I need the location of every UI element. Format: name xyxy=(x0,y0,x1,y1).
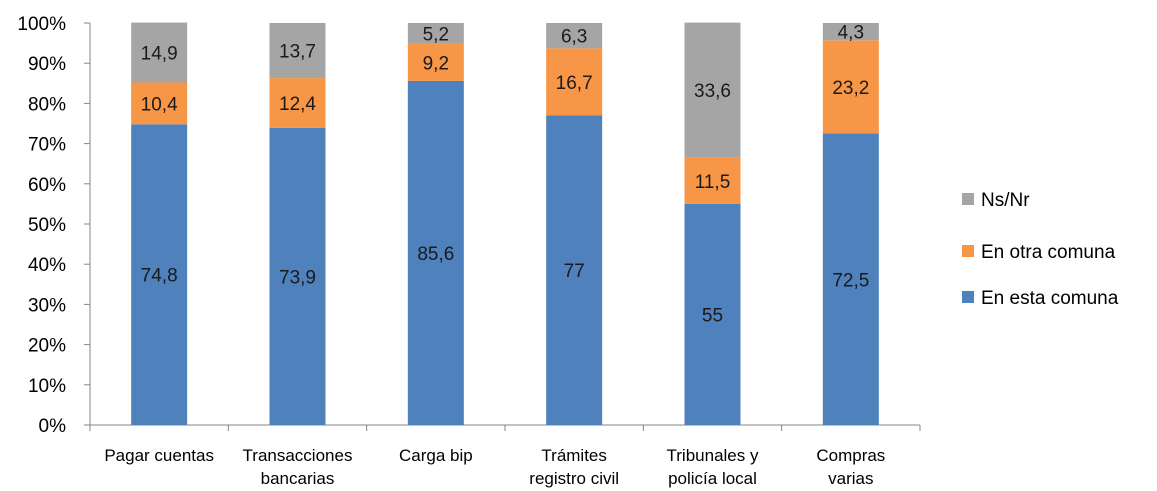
data-label: 4,3 xyxy=(838,23,864,44)
data-label: 85,6 xyxy=(417,244,454,265)
y-tick-label: 90% xyxy=(28,54,66,75)
bar-segment xyxy=(269,78,326,128)
x-category-label: Transacciones bancarias xyxy=(243,446,353,488)
bar-segment xyxy=(407,43,464,81)
y-tick-label: 0% xyxy=(39,416,67,437)
x-category-label: Pagar cuentas xyxy=(104,446,214,465)
bar-segment xyxy=(684,22,741,158)
bar-segment xyxy=(822,40,879,134)
legend-swatch xyxy=(962,245,974,257)
bar-segment xyxy=(131,22,188,83)
data-label: 23,2 xyxy=(832,78,869,99)
data-label: 13,7 xyxy=(279,42,316,63)
value-labels: 74,8 10,4 14,9 73,9 12,4 13,7 85,6 9,2 5,2 77 16,7… xyxy=(141,23,870,327)
data-label: 72,5 xyxy=(832,270,869,291)
bar-segment xyxy=(131,82,188,125)
bar-segment xyxy=(407,80,464,425)
y-tick-label: 60% xyxy=(28,175,66,196)
x-category-label: Trámites registro civil xyxy=(529,446,619,488)
data-label: 5,2 xyxy=(423,24,449,45)
axes: 0% 10% 20% 30% 40% 50% 60% 70% 80% 90% 100% xyxy=(17,14,921,437)
y-tick-label: 80% xyxy=(28,94,66,115)
y-tick-label: 30% xyxy=(28,295,66,316)
legend-label: En esta comuna xyxy=(981,288,1119,309)
legend-label: En otra comuna xyxy=(981,242,1116,263)
x-category-label: Carga bip xyxy=(399,446,473,465)
data-label: 16,7 xyxy=(556,73,593,94)
legend: Ns/Nr En otra comuna En esta comuna xyxy=(962,190,1119,309)
data-label: 55 xyxy=(702,305,723,326)
legend-swatch xyxy=(962,193,974,205)
data-label: 33,6 xyxy=(694,81,731,102)
bar-segment xyxy=(131,124,188,425)
x-category-label: Compras varias xyxy=(816,446,885,488)
x-axis-labels: Pagar cuentas Transacciones bancarias Carga… xyxy=(104,446,885,488)
y-tick-label: 100% xyxy=(17,14,66,35)
legend-swatch xyxy=(962,291,974,303)
bar-segment xyxy=(822,23,879,41)
data-label: 10,4 xyxy=(141,94,178,115)
data-label: 77 xyxy=(564,261,585,282)
data-label: 9,2 xyxy=(423,53,449,74)
y-tick-label: 40% xyxy=(28,255,66,276)
bar-segment xyxy=(546,48,603,116)
data-label: 73,9 xyxy=(279,267,316,288)
bar-segment xyxy=(407,23,464,44)
y-tick-label: 20% xyxy=(28,336,66,357)
bar-segment xyxy=(546,23,603,49)
bar-segment xyxy=(269,127,326,425)
data-label: 14,9 xyxy=(141,44,178,65)
data-label: 12,4 xyxy=(279,94,316,115)
y-tick-label: 50% xyxy=(28,215,66,236)
data-label: 74,8 xyxy=(141,266,178,287)
bar-segment xyxy=(822,133,879,426)
bar-segment xyxy=(269,23,326,79)
bar-segment xyxy=(684,157,741,204)
y-tick-label: 10% xyxy=(28,376,66,397)
data-label: 6,3 xyxy=(561,27,587,48)
bar-segment xyxy=(546,115,603,426)
x-category-label: Tribunales y policía local xyxy=(667,446,759,488)
y-tick-label: 70% xyxy=(28,135,66,156)
bar-segment xyxy=(684,203,741,425)
legend-label: Ns/Nr xyxy=(981,190,1030,211)
bars xyxy=(131,22,879,426)
data-label: 11,5 xyxy=(695,172,731,193)
